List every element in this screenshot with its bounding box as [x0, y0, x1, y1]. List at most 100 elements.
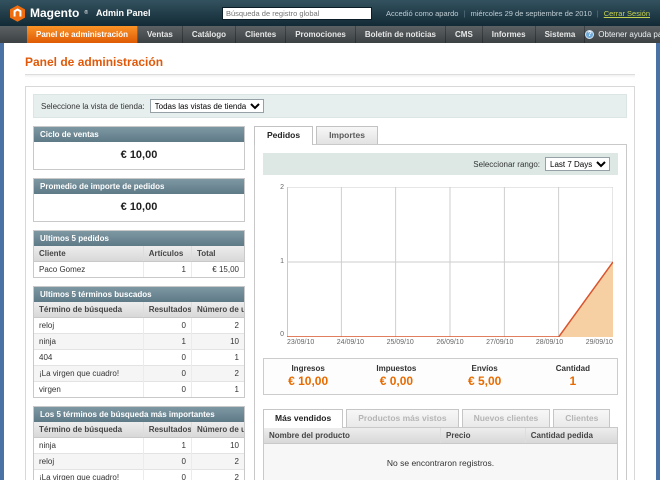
- title-divider: [25, 74, 635, 78]
- average-order-box: Promedio de importe de pedidos € 10,00: [33, 178, 245, 222]
- tab-clientes[interactable]: Clientes: [553, 409, 610, 427]
- orders-chart-plot: [287, 187, 613, 337]
- totals-bar: Ingresos € 10,00 Impuestos € 0,00 Envíos…: [263, 358, 618, 395]
- help-label: Obtener ayuda para esta página: [598, 30, 660, 39]
- magento-logo: Magento ® Admin Panel: [10, 5, 151, 22]
- stat-ingresos: Ingresos € 10,00: [264, 364, 352, 388]
- products-tabs: Más vendidos Productos más vistos Nuevos…: [263, 409, 618, 427]
- chart-x-axis: 23/09/10 24/09/10 25/09/10 26/09/10 27/0…: [287, 339, 613, 346]
- range-label: Seleccionar rango:: [473, 160, 540, 169]
- logout-link[interactable]: Cerrar Sesión: [604, 9, 650, 18]
- stat-value: € 5,00: [441, 374, 529, 388]
- col-header-usos: Número de usos: [191, 302, 244, 318]
- nav-item-promociones[interactable]: Promociones: [286, 26, 356, 43]
- stat-value: 1: [529, 374, 617, 388]
- store-view-select[interactable]: Todas las vistas de tienda: [150, 99, 264, 113]
- col-header-usos: Número de usos: [191, 422, 244, 438]
- app-header: Magento ® Admin Panel Accedió como apardo…: [0, 0, 660, 26]
- separator: |: [463, 9, 465, 18]
- logo-subtitle: Admin Panel: [96, 8, 151, 18]
- sidebar: Ciclo de ventas € 10,00 Promedio de impo…: [33, 126, 245, 480]
- tab-productos-mas-vistos[interactable]: Productos más vistos: [346, 409, 458, 427]
- nav-item-ventas[interactable]: Ventas: [138, 26, 183, 43]
- col-header-total: Total: [191, 246, 244, 262]
- table-row[interactable]: reloj 0 2: [34, 318, 244, 334]
- header-meta: Accedió como apardo | miércoles 29 de se…: [386, 9, 650, 18]
- dashboard-container: Seleccione la vista de tienda: Todas las…: [25, 86, 635, 480]
- x-tick: 27/09/10: [486, 339, 513, 346]
- bestsellers-table: Nombre del producto Precio Cantidad pedi…: [264, 428, 617, 480]
- last-orders-box: Ultimos 5 pedidos Cliente Artículos Tota…: [33, 230, 245, 278]
- chart-panel: Seleccionar rango: Last 7 Days 2 1 0: [254, 144, 627, 480]
- table-row[interactable]: ninja 1 10: [34, 334, 244, 350]
- x-tick: 28/09/10: [536, 339, 563, 346]
- tab-nuevos-clientes[interactable]: Nuevos clientes: [462, 409, 551, 427]
- col-header-termino: Término de búsqueda: [34, 422, 143, 438]
- top-search-terms-box: Los 5 términos de búsqueda más important…: [33, 406, 245, 480]
- nav-item-boletin-de-noticias[interactable]: Boletín de noticias: [356, 26, 446, 43]
- stat-value: € 0,00: [352, 374, 440, 388]
- table-row[interactable]: ninja 1 10: [34, 438, 244, 454]
- tab-mas-vendidos[interactable]: Más vendidos: [263, 409, 343, 428]
- x-tick: 24/09/10: [337, 339, 364, 346]
- stat-label: Ingresos: [264, 364, 352, 373]
- average-order-value: € 10,00: [34, 194, 244, 221]
- nav-item-panel-de-administracion[interactable]: Panel de administración: [27, 26, 138, 43]
- stat-label: Impuestos: [352, 364, 440, 373]
- stat-label: Cantidad: [529, 364, 617, 373]
- chart-toolbar: Seleccionar rango: Last 7 Days: [263, 153, 618, 175]
- current-date: miércoles 29 de septiembre de 2010: [470, 9, 591, 18]
- x-tick: 29/09/10: [586, 339, 613, 346]
- nav-item-informes[interactable]: Informes: [483, 26, 536, 43]
- average-order-title: Promedio de importe de pedidos: [34, 179, 244, 194]
- nav-item-clientes[interactable]: Clientes: [236, 26, 286, 43]
- bestsellers-box: Nombre del producto Precio Cantidad pedi…: [263, 427, 618, 480]
- logged-in-as: Accedió como apardo: [386, 9, 459, 18]
- last-search-terms-table: Término de búsqueda Resultados Número de…: [34, 302, 244, 397]
- logo-text: Magento: [30, 6, 79, 20]
- stat-label: Envíos: [441, 364, 529, 373]
- main-nav: Panel de administración Ventas Catálogo …: [0, 26, 660, 43]
- y-tick: 1: [268, 258, 284, 265]
- nav-item-cms[interactable]: CMS: [446, 26, 483, 43]
- last-orders-title: Ultimos 5 pedidos: [34, 231, 244, 246]
- col-header-cantidad: Cantidad pedida: [525, 428, 617, 444]
- stat-impuestos: Impuestos € 0,00: [352, 364, 440, 388]
- col-header-resultados: Resultados: [143, 302, 191, 318]
- orders-chart: 2 1 0 23/09/10 24/09/10 25/09/10 26/09/1…: [265, 187, 616, 346]
- col-header-precio: Precio: [441, 428, 526, 444]
- magento-logo-icon: [10, 5, 25, 22]
- store-view-label: Seleccione la vista de tienda:: [41, 102, 145, 111]
- nav-item-catalogo[interactable]: Catálogo: [183, 26, 236, 43]
- range-select[interactable]: Last 7 Days: [545, 157, 610, 171]
- x-tick: 26/09/10: [436, 339, 463, 346]
- stat-value: € 10,00: [264, 374, 352, 388]
- help-icon: ?: [585, 30, 594, 39]
- table-row[interactable]: virgen 0 1: [34, 382, 244, 398]
- col-header-cliente: Cliente: [34, 246, 143, 262]
- table-row[interactable]: ¡La virgen que cuadro! 0 2: [34, 470, 244, 480]
- table-row[interactable]: reloj 0 2: [34, 454, 244, 470]
- last-search-terms-box: Ultimos 5 términos buscados Término de b…: [33, 286, 245, 398]
- table-row[interactable]: Paco Gomez 1 € 15,00: [34, 262, 244, 278]
- empty-row: No se encontraron registros.: [264, 444, 617, 480]
- page-title: Panel de administración: [25, 55, 635, 69]
- global-search-input[interactable]: [222, 7, 372, 20]
- stat-envios: Envíos € 5,00: [441, 364, 529, 388]
- table-row[interactable]: ¡La virgen que cuadro! 0 2: [34, 366, 244, 382]
- table-row[interactable]: 404 0 1: [34, 350, 244, 366]
- tab-importes[interactable]: Importes: [316, 126, 378, 144]
- stat-cantidad: Cantidad 1: [529, 364, 617, 388]
- col-header-articulos: Artículos: [143, 246, 191, 262]
- nav-item-sistema[interactable]: Sistema: [536, 26, 586, 43]
- dashboard-main: Pedidos Importes Seleccionar rango: Last…: [254, 126, 627, 480]
- tab-pedidos[interactable]: Pedidos: [254, 126, 313, 145]
- empty-message: No se encontraron registros.: [264, 444, 617, 480]
- sales-total-box: Ciclo de ventas € 10,00: [33, 126, 245, 170]
- sales-total-value: € 10,00: [34, 142, 244, 169]
- top-search-terms-title: Los 5 términos de búsqueda más important…: [34, 407, 244, 422]
- store-view-bar: Seleccione la vista de tienda: Todas las…: [33, 94, 627, 118]
- col-header-nombre: Nombre del producto: [264, 428, 441, 444]
- help-link[interactable]: ? Obtener ayuda para esta página: [585, 26, 660, 43]
- logo-trademark: ®: [84, 10, 88, 16]
